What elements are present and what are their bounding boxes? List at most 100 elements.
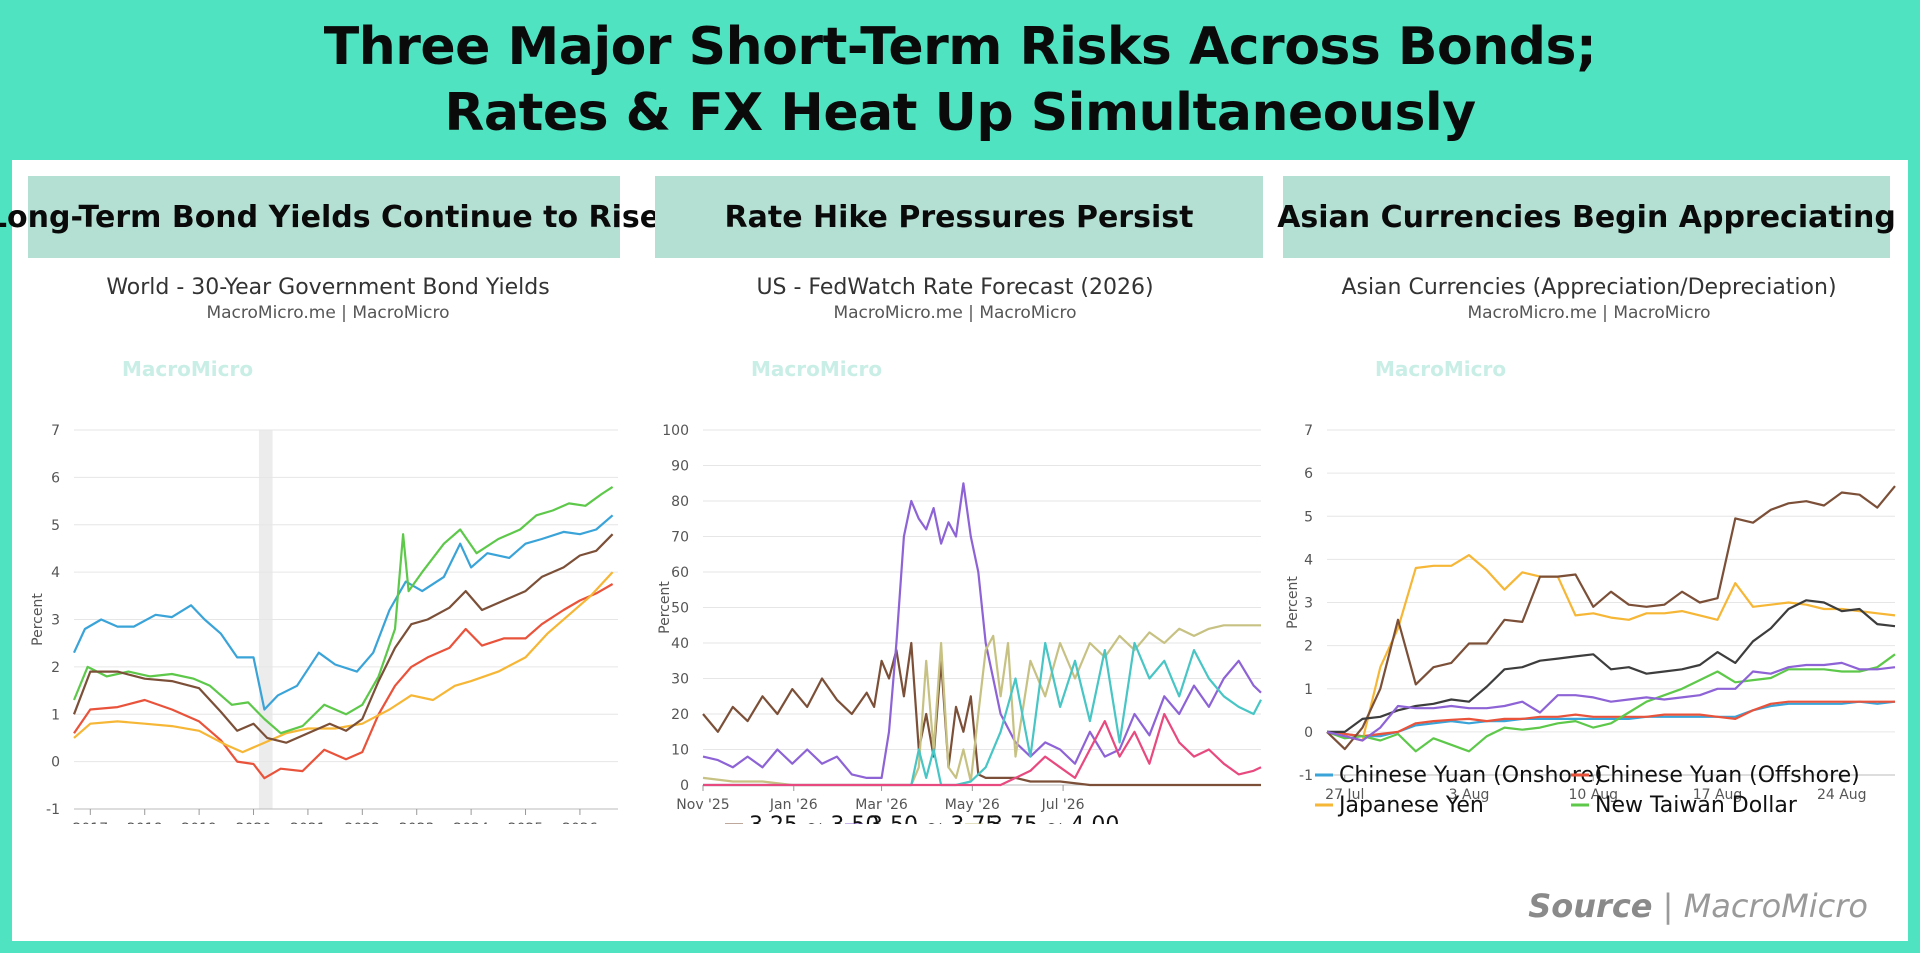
title-line-2: Rates & FX Heat Up Simultaneously [444,83,1476,143]
x-tick-label: Nov '25 [676,797,729,813]
y-tick-label: 7 [1304,423,1313,439]
source-name: MacroMicro [1683,887,1868,925]
y-tick-label: 20 [671,707,689,723]
series-line-0 [702,641,1261,787]
series-line-6 [1326,661,1896,742]
legend-label: 3.75 ~ 4.00 [989,813,1119,824]
y-tick-label: 0 [680,778,689,794]
page-title: Three Major Short-Term Risks Across Bond… [0,14,1920,146]
y-tick-label: 90 [671,459,689,475]
series-line-0 [73,514,614,711]
series-line-2 [73,571,614,754]
legend-label: Thai Baht [1594,823,1700,824]
source-label: Source [1528,887,1653,925]
legend-label: Japanese Yen [1337,793,1484,818]
legend-label: Chinese Yuan (Offshore) [1595,763,1860,788]
chart-subtitle: MacroMicro.me | MacroMicro [1467,303,1710,323]
y-tick-label: 0 [1304,725,1313,741]
y-tick-label: -1 [1299,768,1313,784]
asian-currencies-chart: Asian Currencies (Appreciation/Depreciat… [1285,275,1896,824]
chart-subtitle: MacroMicro.me | MacroMicro [833,303,1076,323]
y-tick-label: 6 [51,470,60,486]
y-tick-label: 10 [671,743,689,759]
x-tick-label: 27 Jul [1325,787,1364,803]
x-tick-label: 2023 [399,821,435,824]
y-axis-label: Percent [657,581,673,634]
y-tick-label: 3 [51,613,60,629]
legend-label: 3.25 ~ 3.50 [749,813,879,824]
x-tick-label: 2017 [72,821,108,824]
chart-title: World - 30-Year Government Bond Yields [106,275,549,300]
series-line-4 [703,712,1262,787]
legend-label: South Korean Won [1339,823,1541,824]
y-tick-label: 1 [1304,682,1313,698]
x-tick-label: 3 Aug [1449,787,1490,803]
x-tick-label: May '26 [945,797,1000,813]
y-tick-label: 3 [1304,596,1313,612]
x-tick-label: 2021 [290,821,326,824]
y-tick-label: -1 [46,802,60,818]
watermark: MacroMicro [122,357,253,381]
x-tick-label: Mar '26 [855,797,908,813]
series-line-2 [1326,554,1896,742]
x-tick-label: 2026 [562,821,598,824]
x-tick-label: 2020 [236,821,272,824]
panel-header-asian-currencies: Asian Currencies Begin Appreciating [1277,176,1896,258]
y-tick-label: 30 [671,672,689,688]
legend-label: 3.50 ~ 3.75 [869,813,999,824]
series-line-1 [1326,700,1895,738]
y-tick-label: 6 [1304,466,1313,482]
series-line-0 [1326,700,1896,738]
y-tick-label: 0 [51,755,60,771]
legend-label: Chinese Yuan (Onshore) [1339,763,1603,788]
y-tick-label: 100 [662,423,689,439]
bond-yields-chart: World - 30-Year Government Bond Yields Ma… [30,275,618,824]
y-tick-label: 60 [671,565,689,581]
x-tick-label: 24 Aug [1817,787,1867,803]
content-area: Long-Term Bond Yields Continue to Rise R… [0,160,1908,941]
series-line-2 [702,624,1261,787]
y-tick-label: 4 [1304,552,1313,568]
series-line-4 [72,533,614,744]
y-tick-label: 1 [51,707,60,723]
legend-label: New Taiwan Dollar [1595,793,1798,818]
y-tick-label: 40 [671,636,689,652]
y-tick-label: 70 [671,530,689,546]
chart-title: US - FedWatch Rate Forecast (2026) [756,275,1153,300]
y-tick-label: 80 [671,494,689,510]
x-tick-label: Jan '26 [769,797,818,813]
series-line-5 [1327,599,1896,733]
panel-header-bond-yields: Long-Term Bond Yields Continue to Rise [0,176,660,258]
series-line-1 [702,482,1262,780]
watermark: MacroMicro [751,357,882,381]
series-line-3 [703,641,1262,787]
panel-header-rate-hike: Rate Hike Pressures Persist [655,176,1263,258]
y-axis-label: Percent [30,593,46,646]
x-tick-label: 2019 [181,821,217,824]
series-line-3 [72,485,614,735]
watermark: MacroMicro [1375,357,1506,381]
y-tick-label: 4 [51,565,60,581]
source-credit: Source | MacroMicro [1528,887,1868,925]
x-tick-label: 2025 [508,821,544,824]
x-tick-label: Jul '26 [1041,797,1085,813]
y-tick-label: 2 [51,660,60,676]
y-tick-label: 7 [51,423,60,439]
series-line-3 [1326,653,1896,753]
chart-subtitle: MacroMicro.me | MacroMicro [206,303,449,323]
source-separator: | [1662,887,1674,925]
fedwatch-chart: US - FedWatch Rate Forecast (2026) MacroM… [657,275,1262,824]
series-line-1 [73,583,614,780]
x-tick-label: 10 Aug [1568,787,1618,803]
x-tick-label: 2024 [453,821,489,824]
x-tick-label: 2018 [127,821,163,824]
y-axis-label: Percent [1285,576,1301,629]
y-tick-label: 5 [51,518,60,534]
title-line-1: Three Major Short-Term Risks Across Bond… [323,17,1597,77]
x-tick-label: 17 Aug [1693,787,1743,803]
chart-title: Asian Currencies (Appreciation/Depreciat… [1341,275,1836,300]
y-tick-label: 2 [1304,639,1313,655]
x-tick-label: 2022 [344,821,380,824]
y-tick-label: 50 [671,601,689,617]
